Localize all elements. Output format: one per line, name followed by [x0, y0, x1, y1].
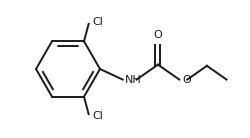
- Text: O: O: [154, 30, 162, 40]
- Text: NH: NH: [125, 75, 142, 85]
- Text: Cl: Cl: [93, 111, 104, 121]
- Text: Cl: Cl: [93, 17, 104, 27]
- Text: O: O: [182, 75, 191, 85]
